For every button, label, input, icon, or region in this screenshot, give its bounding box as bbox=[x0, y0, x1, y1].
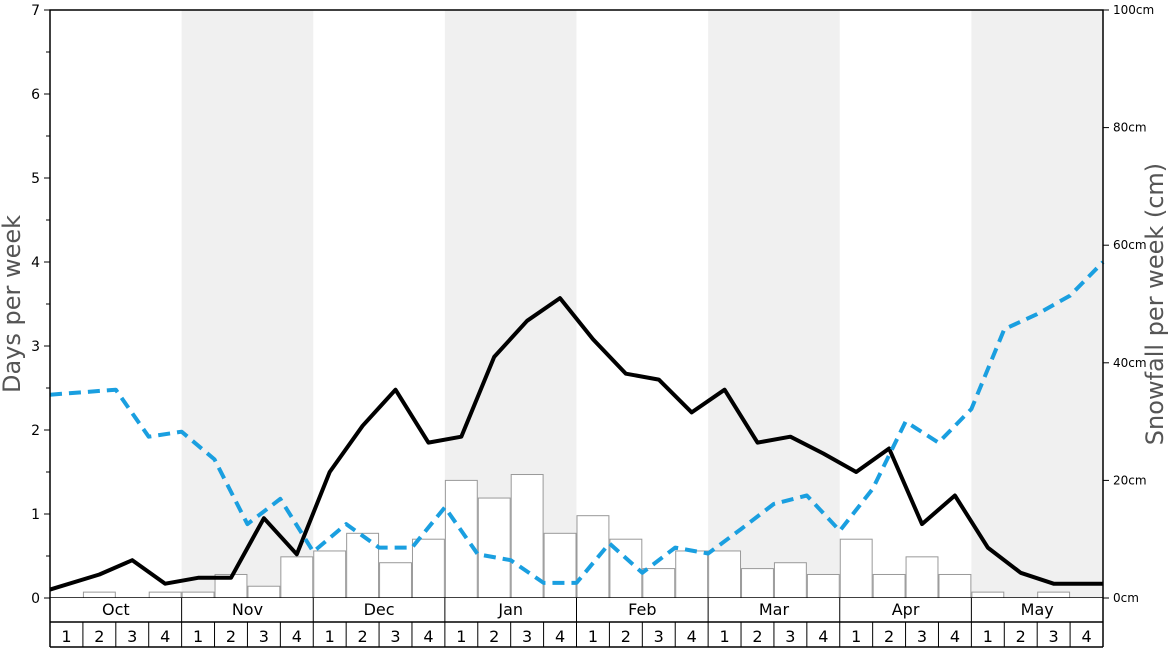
week-label: 3 bbox=[785, 627, 795, 646]
snowfall-bar bbox=[543, 532, 577, 599]
week-label: 2 bbox=[1016, 627, 1026, 646]
week-label: 1 bbox=[851, 627, 861, 646]
week-label: 2 bbox=[884, 627, 894, 646]
y-tick-label-right: 0cm bbox=[1113, 591, 1139, 605]
week-label: 4 bbox=[818, 627, 828, 646]
snowfall-bar bbox=[379, 562, 412, 599]
y-axis-right-title: Snowfall per week (cm) bbox=[1141, 163, 1168, 445]
week-label: 1 bbox=[325, 627, 335, 646]
y-tick-label-left: 3 bbox=[31, 339, 40, 355]
month-shade-mar bbox=[708, 10, 840, 598]
week-label: 1 bbox=[719, 627, 729, 646]
y-tick-label-left: 5 bbox=[31, 171, 40, 187]
snowfall-bar bbox=[247, 585, 281, 599]
week-label: 2 bbox=[358, 627, 368, 646]
y-tick-label-left: 7 bbox=[31, 3, 40, 19]
snowfall-bar bbox=[905, 556, 939, 599]
snowfall-bar bbox=[313, 550, 347, 599]
week-label: 3 bbox=[259, 627, 269, 646]
snowfall-bar bbox=[1037, 591, 1071, 599]
week-label: 4 bbox=[1081, 627, 1091, 646]
month-label-nov: Nov bbox=[232, 600, 263, 619]
dashed-line-series bbox=[49, 260, 1105, 585]
week-label: 2 bbox=[226, 627, 236, 646]
snowfall-bar bbox=[148, 591, 182, 599]
week-label: 1 bbox=[61, 627, 71, 646]
week-label: 4 bbox=[687, 627, 697, 646]
week-label: 4 bbox=[555, 627, 565, 646]
week-label: 4 bbox=[292, 627, 302, 646]
week-label: 2 bbox=[752, 627, 762, 646]
snowfall-bar bbox=[773, 562, 807, 599]
month-label-may: May bbox=[1021, 600, 1054, 619]
month-shade-may bbox=[971, 10, 1103, 598]
y-tick-label-right: 20cm bbox=[1113, 473, 1147, 487]
week-label: 3 bbox=[522, 627, 532, 646]
snowfall-bar bbox=[642, 568, 676, 599]
month-label-apr: Apr bbox=[892, 600, 920, 619]
month-label-jan: Jan bbox=[497, 600, 523, 619]
snowfall-bar bbox=[280, 556, 314, 599]
y-tick-label-right: 80cm bbox=[1113, 121, 1147, 135]
week-label: 3 bbox=[654, 627, 664, 646]
snowfall-bar bbox=[576, 515, 610, 599]
snowfall-bar bbox=[675, 550, 709, 599]
month-label-feb: Feb bbox=[628, 600, 656, 619]
week-label: 3 bbox=[1049, 627, 1059, 646]
solid-line-series bbox=[49, 296, 1103, 592]
week-label: 4 bbox=[160, 627, 170, 646]
month-label-mar: Mar bbox=[759, 600, 790, 619]
snowfall-bar bbox=[346, 532, 380, 599]
week-label: 1 bbox=[983, 627, 993, 646]
month-shade-nov bbox=[181, 10, 314, 598]
y-tick-label-left: 0 bbox=[31, 591, 40, 607]
week-label: 2 bbox=[94, 627, 104, 646]
y-tick-label-left: 6 bbox=[31, 87, 40, 103]
week-label: 3 bbox=[390, 627, 400, 646]
y-tick-label-left: 1 bbox=[31, 507, 40, 523]
snowfall-bar bbox=[872, 573, 906, 599]
y-tick-label-left: 2 bbox=[31, 423, 40, 439]
month-label-dec: Dec bbox=[364, 600, 395, 619]
week-label: 1 bbox=[588, 627, 598, 646]
month-label-oct: Oct bbox=[102, 600, 130, 619]
y-tick-label-left: 4 bbox=[31, 255, 40, 271]
snowfall-bar bbox=[181, 591, 215, 599]
snowfall-bar bbox=[477, 497, 511, 599]
y-tick-label-right: 60cm bbox=[1113, 238, 1147, 252]
snowfall-bar bbox=[938, 573, 972, 599]
snowfall-bar bbox=[708, 550, 742, 599]
week-label: 4 bbox=[423, 627, 433, 646]
week-label: 3 bbox=[127, 627, 137, 646]
week-label: 2 bbox=[621, 627, 631, 646]
week-label: 4 bbox=[950, 627, 960, 646]
snowfall-bar bbox=[971, 591, 1005, 599]
week-label: 3 bbox=[917, 627, 927, 646]
snowfall-bar bbox=[741, 568, 774, 599]
week-label: 1 bbox=[456, 627, 466, 646]
snowfall-bar bbox=[839, 538, 873, 599]
snowfall-bar bbox=[444, 479, 478, 599]
week-label: 2 bbox=[489, 627, 499, 646]
snowfall-bar bbox=[806, 573, 840, 599]
y-tick-label-right: 40cm bbox=[1113, 356, 1147, 370]
y-tick-label-right: 100cm bbox=[1113, 3, 1154, 17]
snowfall-bar bbox=[82, 591, 116, 599]
y-axis-left-title: Days per week bbox=[0, 215, 26, 393]
week-label: 1 bbox=[193, 627, 203, 646]
snowfall-bar bbox=[411, 538, 445, 599]
